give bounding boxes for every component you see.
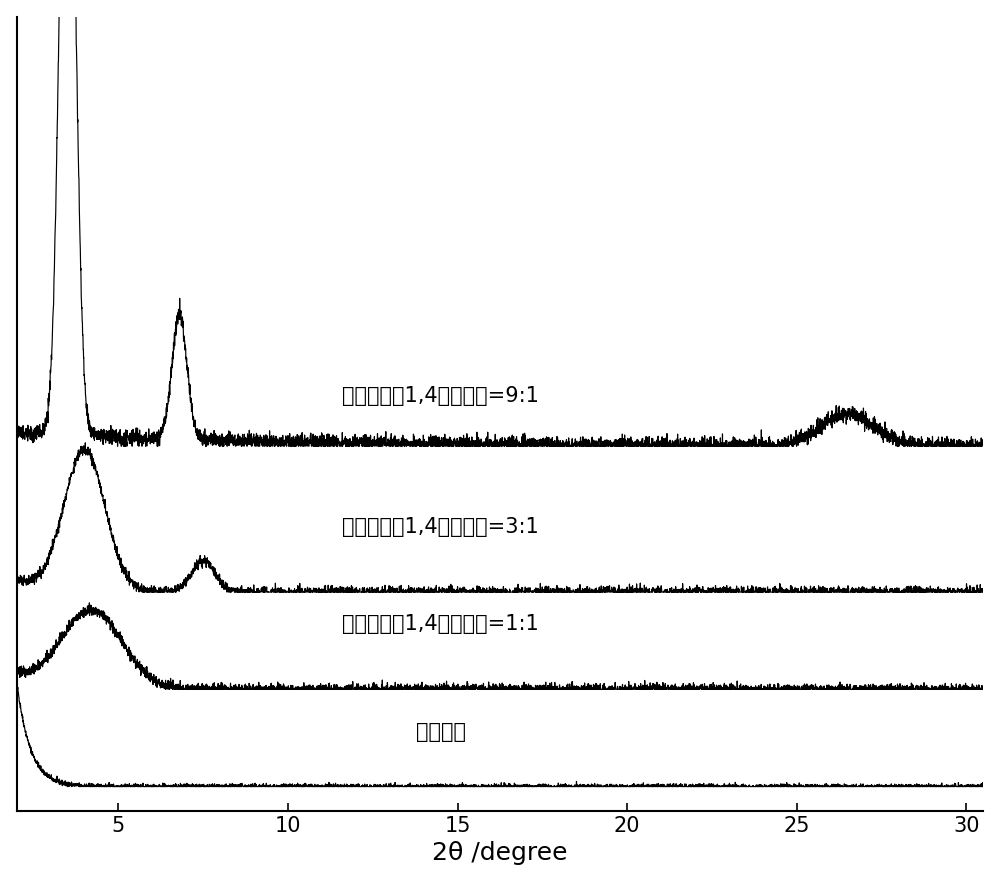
Text: 四氢呻喂: 四氢呻喂 [416, 722, 466, 742]
Text: 均三甲苯：1,4二氧六环=3:1: 均三甲苯：1,4二氧六环=3:1 [342, 517, 539, 537]
Text: 均三甲苯：1,4二氧六环=1:1: 均三甲苯：1,4二氧六环=1:1 [342, 614, 539, 634]
Text: 均三甲苯：1,4二氧六环=9:1: 均三甲苯：1,4二氧六环=9:1 [342, 385, 539, 406]
X-axis label: 2θ /degree: 2θ /degree [432, 841, 568, 865]
